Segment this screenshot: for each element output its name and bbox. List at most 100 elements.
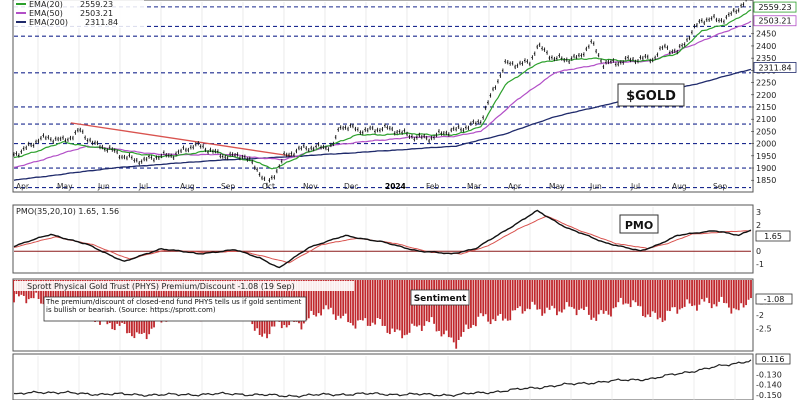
sentiment-bar — [388, 280, 391, 335]
sentiment-panel: -1.5-2-2.5 Sprott Physical Gold Trust (P… — [12, 278, 793, 352]
sentiment-bar — [548, 280, 551, 310]
sentiment-bar — [664, 280, 666, 321]
sentiment-bar — [398, 280, 401, 331]
sentiment-bar — [580, 280, 583, 309]
sentiment-bar — [440, 280, 443, 337]
price-y-tick-label: 2250 — [756, 79, 776, 88]
sentiment-bar — [538, 280, 541, 310]
sentiment-bar — [610, 280, 612, 317]
sentiment-bar — [519, 280, 521, 307]
sentiment-bar — [732, 280, 735, 309]
sentiment-bar — [745, 280, 747, 306]
sentiment-bar — [568, 280, 571, 307]
price-x-axis-label: Apr — [16, 182, 30, 191]
sentiment-bar — [327, 280, 330, 310]
sentiment-bar — [339, 280, 342, 319]
bottom-series-line — [13, 359, 752, 398]
sentiment-bar — [182, 280, 185, 313]
sentiment-bar — [646, 280, 649, 315]
sentiment-bar — [575, 280, 578, 316]
sentiment-bar — [49, 280, 52, 303]
sentiment-bar — [40, 280, 42, 304]
sentiment-bar — [551, 280, 553, 306]
sentiment-bar — [688, 280, 691, 304]
sentiment-bar — [403, 280, 406, 336]
sentiment-bar — [526, 280, 529, 309]
sentiment-bar — [531, 280, 534, 302]
sentiment-bar — [226, 280, 229, 307]
price-x-axis-label: May — [549, 182, 565, 191]
sentiment-bar — [622, 280, 625, 305]
sentiment-bar — [219, 280, 222, 311]
sentiment-bar — [673, 280, 676, 308]
sentiment-bar — [541, 280, 544, 316]
sentiment-bar — [330, 280, 332, 308]
sentiment-bar — [681, 280, 684, 309]
sentiment-bar — [84, 280, 87, 309]
sentiment-bar — [354, 280, 357, 329]
sentiment-bar — [236, 280, 239, 305]
sentiment-bar — [676, 280, 679, 314]
sentiment-bar — [217, 280, 219, 310]
sentiment-note: The premium/discount of closed-end fund … — [43, 296, 307, 322]
sentiment-bar — [175, 280, 178, 309]
sentiment-bar — [406, 280, 408, 335]
sentiment-bar — [533, 280, 536, 305]
sentiment-bar — [735, 280, 738, 310]
sentiment-bar — [614, 280, 617, 308]
sentiment-bar — [725, 280, 728, 304]
sentiment-bar — [221, 280, 224, 304]
sentiment-note-text: The premium/discount of closed-end fund … — [46, 298, 302, 314]
sentiment-bar — [585, 280, 588, 307]
sentiment-bar — [62, 280, 65, 307]
pmo-title: PMO(35,20,10) 1.65, 1.56 — [16, 207, 119, 216]
sentiment-bar — [52, 280, 55, 306]
sentiment-bar — [710, 280, 713, 309]
sentiment-bar — [509, 280, 512, 321]
sentiment-bar — [669, 280, 671, 312]
sentiment-bar — [361, 280, 364, 321]
sentiment-bar — [477, 280, 480, 317]
pmo-annotation: PMO — [619, 214, 659, 234]
sentiment-bar — [307, 280, 310, 319]
sentiment-bar — [742, 280, 745, 308]
bottom-plot-frame — [12, 353, 754, 400]
price-x-axis-label: Jul — [630, 182, 640, 191]
price-value-badge: 2559.23 — [758, 3, 791, 12]
sentiment-bar — [693, 280, 696, 306]
sentiment-bar — [691, 280, 693, 307]
sentiment-bar — [86, 280, 89, 310]
sentiment-bar — [634, 280, 637, 303]
price-right-badges: 2559.23 2503.21 2311.84 — [753, 1, 797, 73]
sentiment-bar — [239, 280, 241, 307]
sentiment-bar — [357, 280, 359, 321]
sentiment-bar — [25, 280, 28, 304]
sentiment-bar — [730, 280, 733, 314]
sentiment-bar — [320, 280, 322, 316]
sentiment-bar — [408, 280, 411, 333]
price-y-tick-label: 2350 — [756, 54, 776, 63]
sentiment-bar — [47, 280, 50, 306]
sentiment-bar — [315, 280, 318, 317]
sentiment-bar — [366, 280, 369, 326]
ema20-line — [13, 9, 752, 170]
sentiment-bar — [364, 280, 367, 319]
sentiment-bar — [740, 280, 743, 304]
sentiment-bar — [553, 280, 556, 309]
svg-text:$GOLD: $GOLD — [626, 89, 676, 104]
sentiment-bar — [452, 280, 455, 343]
gold-symbol-label: $GOLD — [617, 83, 685, 107]
sentiment-bar — [312, 280, 315, 315]
sentiment-bar — [723, 280, 725, 303]
sentiment-bar — [457, 280, 460, 340]
sentiment-bar — [359, 280, 362, 320]
price-value-badge-box — [753, 15, 797, 27]
sentiment-bar — [506, 280, 509, 321]
price-y-tick-label: 2400 — [756, 42, 776, 51]
price-x-axis-label: Oct — [262, 182, 275, 191]
sentiment-bar — [462, 280, 465, 333]
sentiment-bar — [474, 280, 477, 327]
sentiment-bar — [718, 280, 720, 302]
sentiment-bar — [479, 280, 482, 314]
sentiment-bar — [229, 280, 232, 306]
